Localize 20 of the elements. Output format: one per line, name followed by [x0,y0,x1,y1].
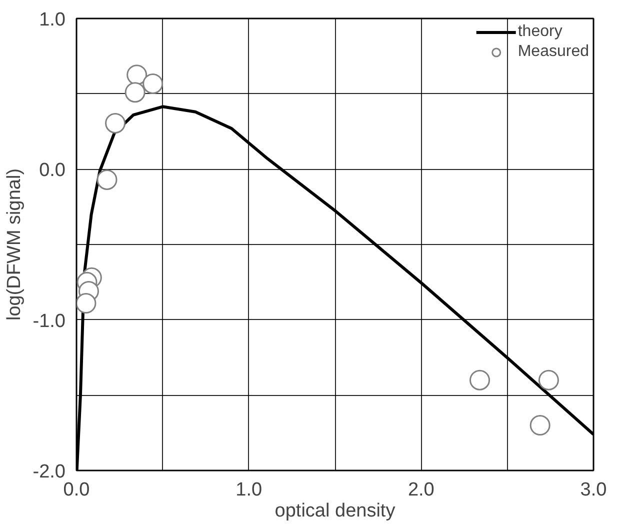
point [105,112,126,134]
point [470,370,490,390]
point [76,293,96,314]
point [96,169,118,190]
x-tick-label: 1.0 [236,480,262,500]
x-tick-label: 0.0 [63,480,90,500]
x-tick-label: 3.0 [580,480,607,500]
y-tick-label: 0.0 [39,160,66,182]
x-tick-label: 2.0 [408,480,434,500]
point [142,74,164,94]
x-axis-title: optical density [274,500,396,522]
legend-label: theory [518,23,562,41]
y-tick-label: 1.0 [39,10,66,30]
y-tick-label: -2.0 [32,462,66,482]
legend-label: Measured [518,43,589,61]
point [530,415,550,436]
point [538,370,559,390]
y-tick-label: -1.0 [32,310,66,332]
y-axis-title: log(DFWM signal) [4,168,25,321]
point [124,82,146,103]
